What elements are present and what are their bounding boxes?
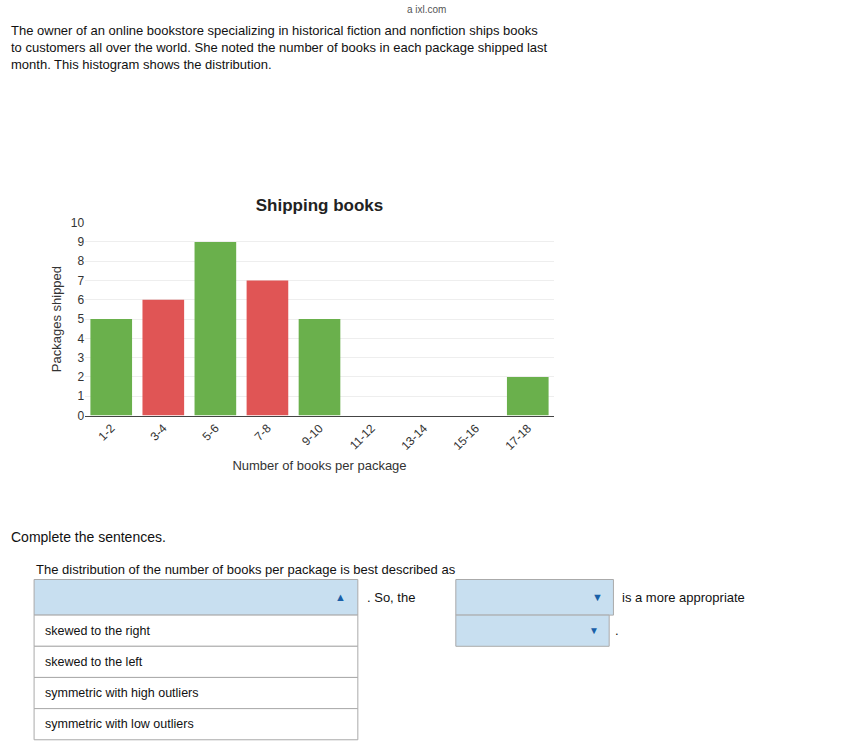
svg-text:a ixl.com: a ixl.com — [407, 4, 446, 15]
svg-text:symmetric with low outliers: symmetric with low outliers — [45, 717, 194, 731]
svg-text:2: 2 — [78, 370, 85, 384]
svg-text:3-4: 3-4 — [148, 421, 170, 443]
svg-text:13-14: 13-14 — [398, 421, 430, 453]
svg-text:▼: ▼ — [592, 591, 603, 603]
svg-text:3: 3 — [78, 351, 85, 365]
svg-text:▼: ▼ — [589, 625, 599, 636]
svg-text:4: 4 — [78, 332, 85, 346]
svg-text:skewed to the left: skewed to the left — [45, 655, 143, 669]
svg-text:Packages shipped: Packages shipped — [49, 266, 64, 372]
svg-text:9: 9 — [78, 235, 85, 249]
svg-text:The owner of an online booksto: The owner of an online bookstore special… — [11, 23, 548, 72]
svg-text:skewed to the right: skewed to the right — [45, 624, 150, 638]
svg-text:7: 7 — [78, 274, 85, 288]
svg-text:6: 6 — [78, 293, 85, 307]
svg-text:9-10: 9-10 — [299, 421, 326, 448]
svg-text:10: 10 — [71, 216, 85, 230]
svg-text:1-2: 1-2 — [95, 421, 117, 443]
svg-text:17-18: 17-18 — [503, 421, 535, 453]
svg-text:7-8: 7-8 — [252, 421, 274, 443]
svg-text:5: 5 — [78, 312, 85, 326]
svg-text:Number of books per package: Number of books per package — [232, 458, 406, 473]
svg-text:. So, the: . So, the — [367, 590, 415, 605]
svg-text:Shipping books: Shipping books — [256, 196, 384, 215]
svg-text:▲: ▲ — [335, 591, 346, 603]
svg-text:The distribution of the number: The distribution of the number of books … — [36, 562, 456, 577]
svg-text:8: 8 — [78, 254, 85, 268]
svg-text:.: . — [615, 623, 619, 638]
svg-text:1: 1 — [78, 389, 85, 403]
svg-text:symmetric with high outliers: symmetric with high outliers — [45, 686, 199, 700]
svg-text:11-12: 11-12 — [347, 421, 378, 452]
svg-text:15-16: 15-16 — [450, 421, 482, 453]
svg-text:Complete the sentences.: Complete the sentences. — [11, 529, 166, 545]
svg-text:0: 0 — [78, 409, 85, 423]
svg-text:5-6: 5-6 — [200, 421, 222, 443]
svg-text:is a more appropriate: is a more appropriate — [622, 590, 745, 605]
